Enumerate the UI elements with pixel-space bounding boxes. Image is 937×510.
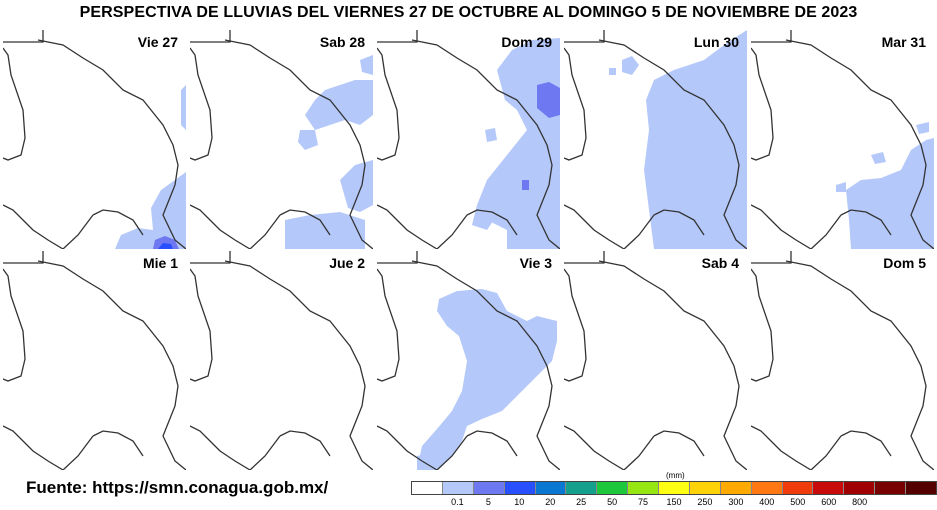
rain-area-light	[151, 172, 186, 249]
legend-swatch	[658, 482, 689, 494]
panel-lun-30: Lun 30	[564, 30, 747, 249]
panel-vie-27: Vie 27	[3, 30, 186, 249]
legend-tick-label: 250	[697, 497, 713, 507]
legend-swatch	[534, 482, 566, 494]
legend-swatch	[812, 482, 844, 494]
legend-swatch	[472, 482, 504, 494]
legend-tick-label: 20	[545, 497, 556, 507]
panel-map	[377, 30, 560, 249]
panel-vie-3: Vie 3	[377, 251, 560, 470]
source-credit: Fuente: https://smn.conagua.gob.mx/	[26, 478, 329, 497]
legend-tick-label: 300	[728, 497, 744, 507]
panel-day-label: Sab 4	[701, 255, 739, 271]
rain-area-light	[285, 212, 365, 249]
rain-area-light	[340, 160, 373, 212]
panel-map	[190, 251, 373, 470]
panel-day-label: Sab 28	[319, 34, 365, 50]
rain-area-light	[507, 225, 560, 249]
rain-area-medium	[537, 82, 560, 118]
rain-area-light	[485, 128, 497, 142]
legend-swatch	[503, 482, 535, 494]
panel-map	[564, 251, 747, 470]
panel-day-label: Lun 30	[693, 34, 739, 50]
legend-swatch	[596, 482, 628, 494]
legend-tick-label: 800	[852, 497, 868, 507]
legend-swatch	[412, 482, 442, 494]
legend-color-bar	[411, 481, 937, 495]
rain-area-light	[871, 152, 886, 164]
panel-mar-31: Mar 31	[751, 30, 934, 249]
rain-area-medium	[153, 236, 179, 249]
panel-day-label: Mie 1	[142, 255, 178, 271]
rain-area-heavy	[158, 243, 173, 249]
rain-area-light	[609, 68, 616, 75]
rain-area-light	[417, 289, 557, 470]
legend-swatch	[781, 482, 813, 494]
rain-area-light	[472, 205, 497, 230]
precipitation-legend: (mm) 0.1 5 10 20 25 50 75 150 250 300 400 500 600 800	[411, 471, 937, 510]
rain-area-light	[622, 56, 639, 75]
panel-map	[377, 251, 560, 470]
legend-swatch	[441, 482, 473, 494]
panel-sab-28: Sab 28	[190, 30, 373, 249]
legend-tick-label: 75	[638, 497, 649, 507]
panel-dom-29: Dom 29	[377, 30, 560, 249]
legend-tick-label: 400	[759, 497, 775, 507]
panel-map	[190, 30, 373, 249]
legend-tick-label: 150	[666, 497, 682, 507]
panel-mie-1: Mie 1	[3, 251, 186, 470]
legend-swatch	[719, 482, 751, 494]
rain-area-light	[836, 182, 846, 192]
legend-swatch	[688, 482, 720, 494]
panel-map	[751, 30, 934, 249]
map-title: PERSPECTIVA DE LLUVIAS DEL VIERNES 27 DE…	[79, 4, 858, 21]
panel-day-label: Vie 27	[137, 34, 178, 50]
panel-jue-2: Jue 2	[190, 251, 373, 470]
legend-swatch	[905, 482, 936, 494]
panel-map	[564, 30, 747, 249]
panel-day-label: Mar 31	[881, 34, 926, 50]
rain-area-light	[417, 451, 437, 470]
rain-area-light	[305, 80, 373, 130]
rain-area-medium	[522, 180, 529, 190]
legend-tick-label: 0.1	[451, 497, 464, 507]
legend-tick-label: 5	[485, 497, 491, 507]
panel-dom-5: Dom 5	[751, 251, 934, 470]
panel-day-label: Jue 2	[329, 255, 365, 271]
legend-tick-label: 10	[514, 497, 525, 507]
legend-swatch	[843, 482, 875, 494]
legend-swatch	[627, 482, 658, 494]
rain-area-light	[644, 30, 747, 249]
legend-tick-label: 500	[790, 497, 806, 507]
legend-units: (mm)	[666, 471, 685, 480]
legend-swatch	[874, 482, 905, 494]
legend-tick-label: 600	[821, 497, 837, 507]
panel-map	[751, 251, 934, 470]
panel-map	[3, 251, 186, 470]
panel-map	[3, 30, 186, 249]
legend-tick-label: 25	[576, 497, 587, 507]
forecast-panel-grid: Vie 27 Sab 28	[3, 30, 937, 470]
legend-swatch	[750, 482, 782, 494]
panel-sab-4: Sab 4	[564, 251, 747, 470]
rain-area-light	[916, 122, 929, 134]
rain-area-light	[846, 138, 934, 249]
rain-area-light	[181, 85, 186, 130]
panel-day-label: Dom 5	[883, 255, 926, 271]
rain-area-light	[298, 130, 318, 150]
panel-day-label: Dom 29	[501, 34, 552, 50]
legend-tick-label: 50	[607, 497, 618, 507]
panel-day-label: Vie 3	[519, 255, 552, 271]
legend-swatch	[565, 482, 597, 494]
rain-area-light	[360, 55, 373, 75]
